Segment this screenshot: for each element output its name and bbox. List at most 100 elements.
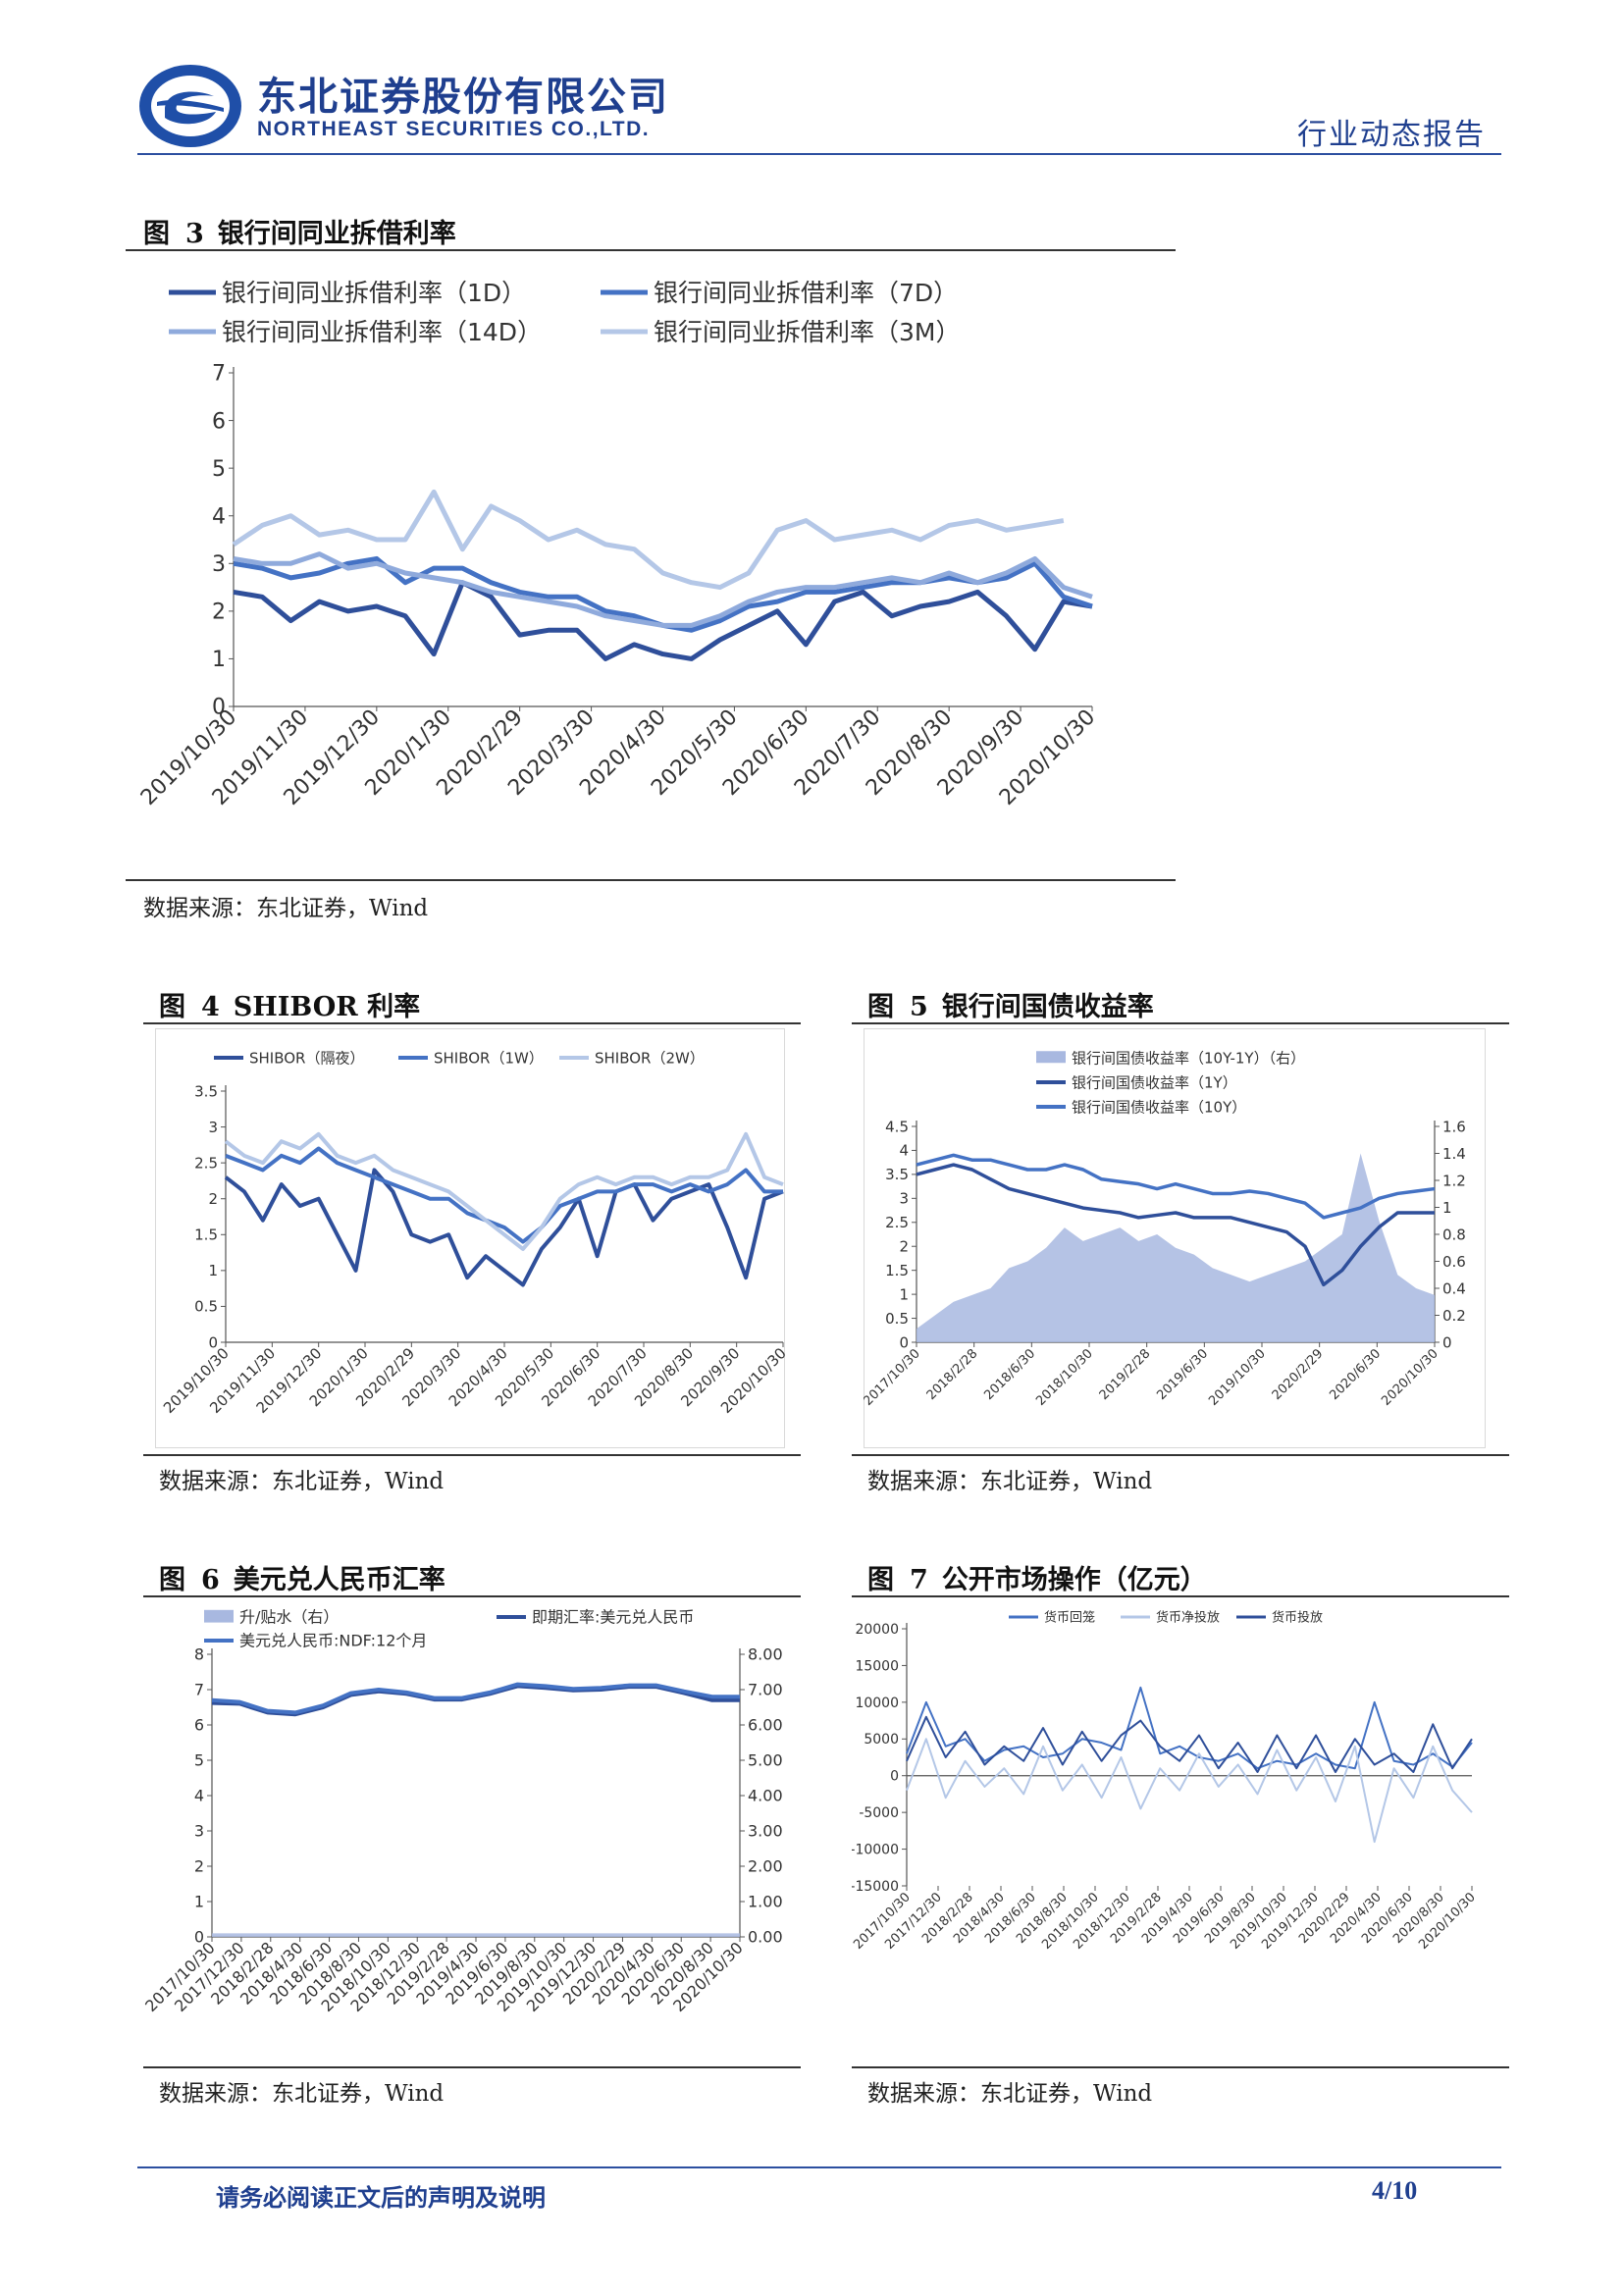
x-tick-label: 2018/10/30 — [1033, 1346, 1096, 1409]
x-tick-label: 2018/2/28 — [924, 1346, 981, 1403]
figure-6-source: 数据来源：东北证券，Wind — [159, 2081, 445, 2107]
figure-6-title: 图 6 美元兑人民币汇率 — [159, 1558, 445, 1596]
y2-tick-label: 6.00 — [748, 1716, 783, 1735]
legend-label: SHIBOR（隔夜） — [249, 1049, 364, 1067]
legend-label: 银行间同业拆借利率（14D） — [222, 318, 542, 346]
y2-tick-label: 1.4 — [1442, 1145, 1466, 1163]
series-line — [906, 1715, 1473, 1773]
figure-3-bottom-rule — [126, 879, 1176, 881]
figure-label: 图 — [159, 992, 185, 1022]
figure-7-title: 图 7 公开市场操作（亿元） — [867, 1558, 1207, 1596]
footer-disclaimer: 请务必阅读正文后的声明及说明 — [216, 2183, 546, 2212]
legend-label: 银行间国债收益率（10Y-1Y）（右） — [1072, 1049, 1305, 1067]
y2-tick-label: 1.2 — [1442, 1172, 1466, 1189]
figure-number: 7 — [910, 1565, 928, 1595]
x-tick-label: 2019/6/30 — [1154, 1346, 1211, 1403]
series-area — [212, 1933, 740, 1937]
series-line — [224, 1131, 784, 1251]
page-number: 4/10 — [1372, 2176, 1418, 2205]
figure-6-bottom-rule — [143, 2066, 801, 2068]
figure-4-frame — [155, 1028, 785, 1448]
y-tick-label: 5 — [194, 1751, 204, 1770]
legend-item: SHIBOR（隔夜） — [214, 1049, 364, 1067]
figure-3-title: 图 3 银行间同业拆借利率 — [143, 212, 456, 250]
company-name-en: NORTHEAST SECURITIES CO.,LTD. — [257, 118, 651, 140]
series-line — [232, 489, 1065, 591]
y-tick-label: 4 — [212, 504, 226, 529]
figure-5-source: 数据来源：东北证券，Wind — [867, 1469, 1153, 1494]
y-tick-label: 3 — [899, 1190, 909, 1208]
y-tick-label: 2 — [208, 1190, 218, 1208]
y2-tick-label: 1 — [1442, 1199, 1452, 1217]
y-tick-label: 1 — [208, 1262, 218, 1279]
figure-caption: 银行间同业拆借利率 — [217, 219, 456, 249]
figure-5-bottom-rule — [852, 1454, 1509, 1456]
figure-number: 6 — [201, 1565, 220, 1595]
y-tick-label: -15000 — [852, 1879, 899, 1895]
company-logo — [137, 63, 243, 149]
series-area — [917, 1153, 1435, 1342]
x-tick-label: 2017/10/30 — [864, 1346, 923, 1409]
y-tick-label: 0 — [208, 1333, 218, 1351]
legend-item: 银行间国债收益率（1Y） — [1036, 1073, 1237, 1091]
figure-4-chart: SHIBOR（隔夜） SHIBOR（1W） SHIBOR（2W） 0 0.5 1 1.5 2 2… — [160, 1049, 785, 1417]
series-line — [233, 580, 1093, 661]
y-tick-label: 3.5 — [194, 1082, 218, 1100]
y-tick-label: 0 — [899, 1333, 909, 1351]
y-tick-label: 10000 — [855, 1696, 899, 1711]
y-tick-label: 2 — [194, 1857, 204, 1876]
y2-tick-label: 1.6 — [1442, 1118, 1466, 1135]
y2-tick-label: 2.00 — [748, 1857, 783, 1876]
series-line — [916, 1153, 1436, 1220]
legend-item: SHIBOR（1W） — [398, 1049, 544, 1067]
y-tick-label: 7 — [212, 362, 226, 387]
y-tick-label: 0.5 — [194, 1298, 218, 1316]
y-tick-label: 0 — [212, 696, 226, 720]
y-tick-label: 1 — [899, 1285, 909, 1303]
header-rule — [137, 153, 1501, 155]
legend-item: 银行间同业拆借利率（7D） — [601, 279, 958, 307]
legend-item: 银行间同业拆借利率（14D） — [169, 318, 542, 346]
y-tick-label: 6 — [194, 1716, 204, 1735]
y-tick-label: 1 — [194, 1893, 204, 1911]
figure-4-title-rule — [143, 1022, 801, 1024]
legend-label: 美元兑人民币:NDF:12个月 — [239, 1632, 427, 1650]
legend-item: 升/贴水（右） — [204, 1608, 339, 1627]
legend-item: 银行间同业拆借利率（1D） — [169, 279, 526, 307]
series-line — [225, 1146, 783, 1244]
figure-4-source: 数据来源：东北证券，Wind — [159, 1469, 445, 1494]
figure-5-frame — [864, 1028, 1486, 1448]
y-tick-label: 5 — [212, 457, 226, 482]
figure-caption: SHIBOR 利率 — [233, 992, 421, 1022]
y2-tick-label: 4.00 — [748, 1787, 783, 1805]
figure-label: 图 — [867, 992, 894, 1022]
figure-7-bottom-rule — [852, 2066, 1509, 2068]
figure-number: 4 — [201, 992, 220, 1022]
figure-3-chart: 银行间同业拆借利率（1D） 银行间同业拆借利率（7D） 银行间同业拆借利率（14D）… — [136, 279, 1100, 810]
y2-tick-label: 8.00 — [748, 1645, 783, 1664]
y-tick-label: 3.5 — [885, 1166, 909, 1183]
y-tick-label: 2.5 — [194, 1154, 218, 1172]
figure-5-chart: 银行间国债收益率（10Y-1Y）（右） 银行间国债收益率（1Y） 银行间国债收益率（… — [864, 1049, 1466, 1409]
y2-tick-label: 0.4 — [1442, 1279, 1466, 1297]
legend-item: 银行间同业拆借利率（3M） — [601, 318, 960, 346]
x-tick-label: 2020/6/30 — [1327, 1346, 1384, 1403]
figure-number: 3 — [185, 219, 204, 249]
y2-tick-label: 0.2 — [1442, 1307, 1466, 1325]
y-tick-label: 4.5 — [885, 1118, 909, 1135]
legend-label: 货币投放 — [1272, 1610, 1323, 1626]
y-tick-label: 3 — [208, 1119, 218, 1136]
x-tick-label: 2019/2/28 — [1097, 1346, 1154, 1403]
y-tick-label: 3 — [212, 552, 226, 577]
figure-caption: 银行间国债收益率 — [941, 992, 1154, 1022]
y2-tick-label: 0.8 — [1442, 1226, 1466, 1243]
figure-5-title-rule — [852, 1022, 1509, 1024]
legend-label: 升/贴水（右） — [239, 1608, 339, 1627]
y2-tick-label: 1.00 — [748, 1893, 783, 1911]
figure-caption: 公开市场操作（亿元） — [941, 1565, 1207, 1595]
legend-label: 货币回笼 — [1044, 1610, 1095, 1626]
y-tick-label: 15000 — [855, 1658, 899, 1674]
y-tick-label: 4 — [194, 1787, 204, 1805]
legend-swatch — [1036, 1051, 1066, 1064]
